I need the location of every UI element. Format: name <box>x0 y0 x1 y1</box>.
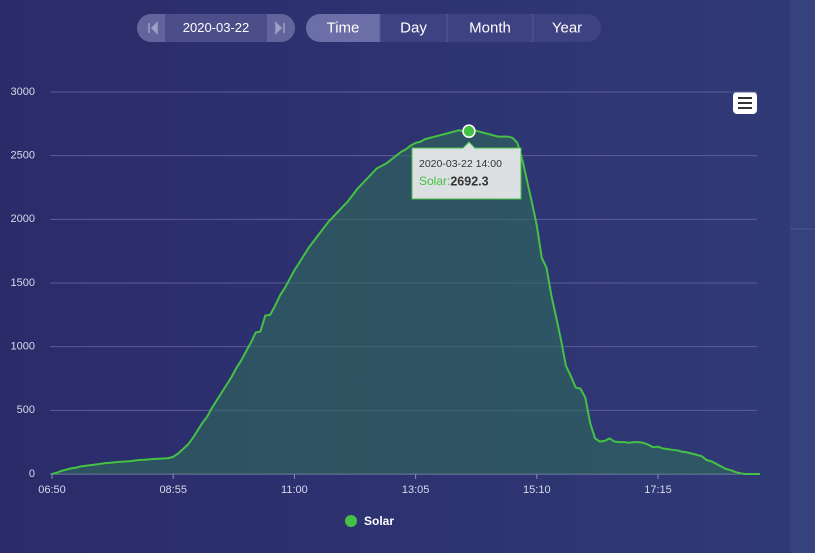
y-tick-label: 500 <box>17 404 35 416</box>
tooltip-box <box>411 141 522 200</box>
tooltip-title: 2020-03-22 14:00 <box>419 158 502 170</box>
side-panel <box>790 0 815 553</box>
tab[interactable]: Time <box>327 19 360 36</box>
legend-marker <box>345 515 357 527</box>
x-tick-label: 13:05 <box>402 484 430 496</box>
y-tick-label: 3000 <box>11 86 35 98</box>
hover-point <box>462 124 476 138</box>
y-tick-label: 1500 <box>11 277 35 289</box>
area <box>52 130 760 474</box>
tooltip-label: Solar: <box>419 174 450 188</box>
tab[interactable]: Month <box>469 19 511 36</box>
legend-label: Solar <box>364 514 394 528</box>
y-tick-label: 2000 <box>11 213 35 225</box>
date-picker <box>137 14 295 42</box>
menu-icon <box>738 97 752 109</box>
y-tick-label: 1000 <box>11 341 35 353</box>
y-tick-label: 0 <box>29 468 35 480</box>
date-text: 2020-03-22 <box>183 20 250 35</box>
prev-icon <box>148 21 158 35</box>
next-icon <box>275 21 285 35</box>
line <box>51 129 760 475</box>
tooltip-value: 2692.3 <box>450 174 488 188</box>
y-tick-label: 2500 <box>11 150 35 162</box>
x-tick-label: 11:00 <box>281 484 308 496</box>
tab[interactable]: Year <box>552 19 582 36</box>
tab[interactable]: Day <box>400 19 427 36</box>
x-tick-label: 17:15 <box>644 484 672 496</box>
x-tick-label: 15:10 <box>523 484 551 496</box>
toolbar: 2020-03-22 Time Day Month Year <box>137 14 601 42</box>
x-tick-label: 08:55 <box>159 484 187 496</box>
x-tick-label: 06:50 <box>38 484 66 496</box>
tab-active <box>306 14 380 42</box>
